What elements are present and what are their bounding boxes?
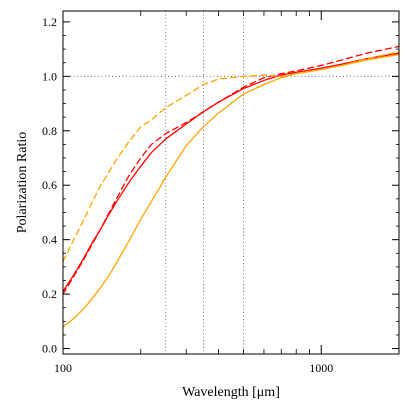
y-tick-label: 1.0 [42, 69, 57, 83]
reference-lines [63, 11, 399, 354]
y-tick-label: 0.4 [42, 233, 57, 247]
plot-frame [62, 10, 400, 355]
series-lines [62, 45, 400, 328]
y-tick-label: 1.2 [42, 15, 57, 29]
y-tick-label: 0.6 [42, 178, 57, 192]
x-tick-label: 1000 [309, 361, 333, 375]
y-tick-label: 0.0 [42, 342, 57, 356]
series-line-4-dashed [62, 51, 400, 263]
x-axis-title: Wavelength [μm] [182, 385, 280, 400]
series-line-3-solid [62, 53, 400, 328]
series-line-1-solid [62, 52, 400, 293]
axis-ticks: 0.0 0.2 0.4 0.6 0.8 1.0 1.2 100 1000 [42, 11, 400, 375]
y-tick-label: 0.2 [42, 287, 57, 301]
series-line-2-dashed [62, 45, 400, 295]
y-tick-label: 0.8 [42, 124, 57, 138]
x-tick-label: 100 [54, 361, 72, 375]
y-axis-title: Polarization Ratio [15, 132, 30, 233]
